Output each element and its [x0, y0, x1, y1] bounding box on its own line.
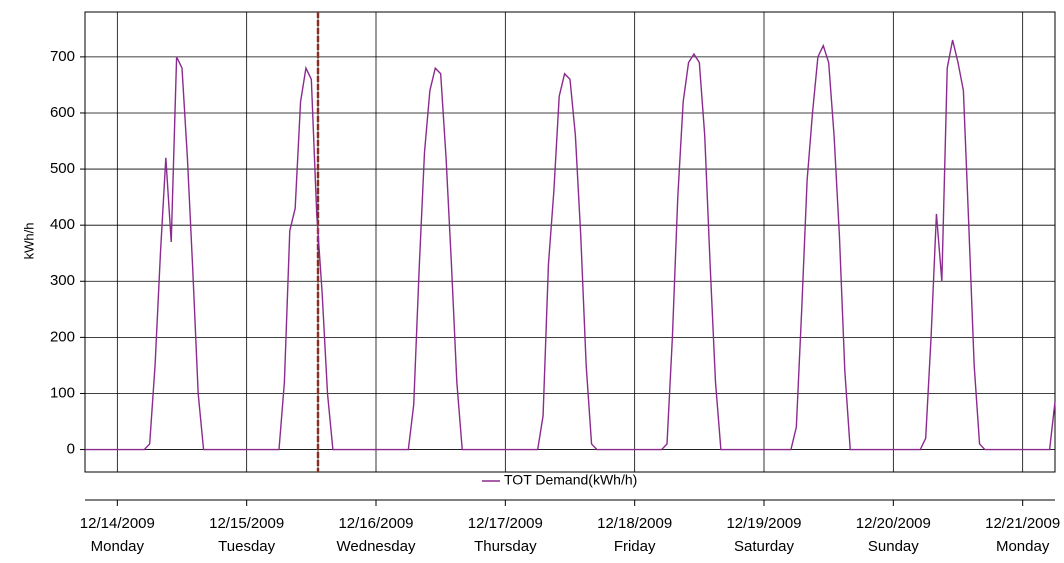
- y-tick-label: 0: [67, 441, 75, 458]
- x-tick-label: 12/19/2009: [726, 515, 801, 532]
- x-tick-sublabel: Monday: [91, 538, 145, 555]
- y-tick-label: 100: [50, 384, 75, 401]
- x-tick-sublabel: Monday: [996, 538, 1050, 555]
- x-tick-sublabel: Thursday: [474, 538, 537, 555]
- x-tick-label: 12/14/2009: [80, 515, 155, 532]
- x-tick-label: 12/18/2009: [597, 515, 672, 532]
- y-tick-label: 700: [50, 48, 75, 65]
- x-tick-sublabel: Wednesday: [337, 538, 416, 555]
- x-tick-label: 12/15/2009: [209, 515, 284, 532]
- y-tick-label: 300: [50, 272, 75, 289]
- data-line: [85, 39, 1056, 451]
- y-tick-label: 200: [50, 328, 75, 345]
- x-tick-sublabel: Tuesday: [218, 538, 275, 555]
- y-axis-label: kWh/h: [21, 223, 36, 260]
- x-tick-sublabel: Friday: [614, 538, 656, 555]
- y-tick-label: 400: [50, 216, 75, 233]
- y-tick-label: 500: [50, 160, 75, 177]
- x-tick-label: 12/21/2009: [985, 515, 1060, 532]
- y-tick-label: 600: [50, 104, 75, 121]
- plot-area: [84, 11, 1056, 473]
- x-tick-label: 12/17/2009: [468, 515, 543, 532]
- x-tick-sublabel: Sunday: [868, 538, 919, 555]
- x-tick-label: 12/20/2009: [856, 515, 931, 532]
- x-tick-label: 12/16/2009: [338, 515, 413, 532]
- x-tick-sublabel: Saturday: [734, 538, 795, 555]
- legend-label: TOT Demand(kWh/h): [504, 472, 637, 488]
